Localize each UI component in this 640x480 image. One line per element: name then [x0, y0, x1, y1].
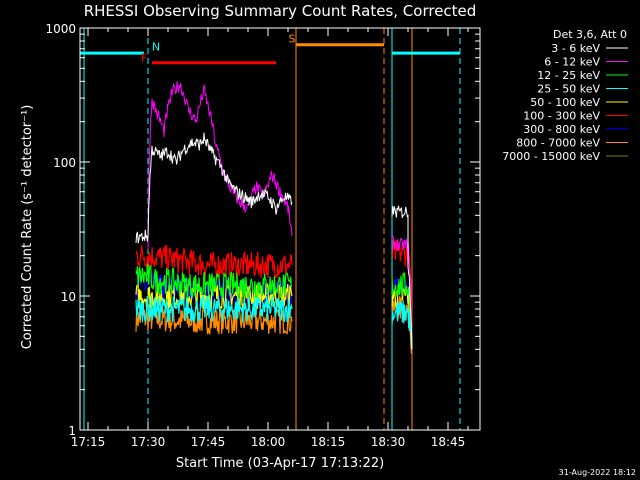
series-line: [391, 205, 413, 350]
flag-label: F: [141, 52, 147, 65]
series-line: [135, 294, 293, 324]
series-line: [391, 234, 413, 337]
legend-label: 300 - 800 keV: [523, 123, 600, 136]
chart-title: RHESSI Observing Summary Count Rates, Co…: [84, 2, 477, 20]
series-line: [135, 245, 293, 279]
series-line: [135, 263, 293, 301]
x-tick-label: 18:30: [371, 435, 406, 449]
series-line: [391, 272, 413, 337]
x-tick-label: 18:45: [431, 435, 466, 449]
plot-frame: [79, 27, 481, 431]
x-tick-label: 17:45: [191, 435, 226, 449]
y-tick-label: 100: [53, 156, 76, 170]
flag-label: N: [152, 40, 160, 53]
series-line: [391, 300, 413, 350]
series-line: [135, 229, 149, 244]
series-line: [147, 81, 293, 250]
legend-label: 25 - 50 keV: [537, 83, 600, 96]
x-tick-label: 18:15: [311, 435, 346, 449]
x-tick-label: 18:00: [251, 435, 286, 449]
legend-label: 3 - 6 keV: [551, 42, 600, 55]
legend-label: 6 - 12 keV: [544, 56, 600, 69]
legend-label: 800 - 7000 keV: [516, 137, 600, 150]
legend-label: 12 - 25 keV: [537, 69, 600, 82]
x-tick-label: 17:15: [71, 435, 106, 449]
flag-label: S: [289, 32, 296, 45]
y-tick-label: 10: [61, 290, 76, 304]
x-tick-label: 17:30: [131, 435, 166, 449]
x-axis-label: Start Time (03-Apr-17 17:13:22): [176, 456, 384, 471]
plot-area: NF S: [80, 28, 461, 430]
legend-label: 100 - 300 keV: [523, 110, 600, 123]
series-line: [147, 132, 293, 236]
y-axis-label: Corrected Count Rate (s⁻¹ detector⁻¹): [20, 105, 35, 350]
y-tick-label: 1000: [45, 22, 76, 36]
y-tick-label: 1: [68, 424, 76, 438]
series-line: [135, 306, 293, 335]
footer-timestamp: 31-Aug-2022 18:12: [559, 468, 636, 477]
legend-title: Det 3,6, Att 0: [553, 28, 627, 41]
axes: 17:15 17:30 17:45 18:00 18:15 18:30 18:45 1 10 10…: [45, 22, 481, 449]
legend-label: 7000 - 15000 keV: [502, 150, 600, 163]
legend-label: 50 - 100 keV: [530, 96, 600, 109]
